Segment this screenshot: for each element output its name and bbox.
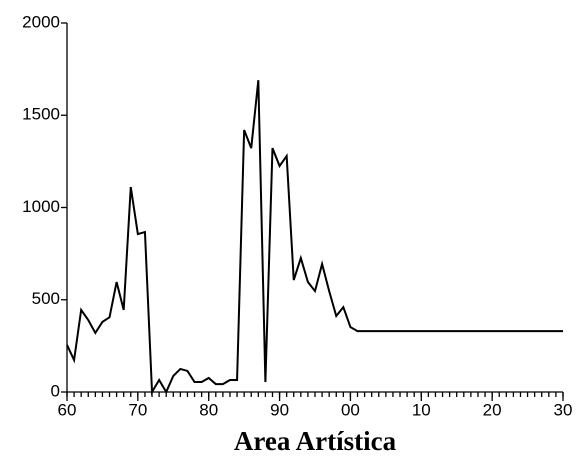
x-tick-label: 60 <box>58 400 77 419</box>
y-tick-label: 1500 <box>22 105 60 124</box>
x-tick-label: 90 <box>270 400 289 419</box>
x-tick-label: 10 <box>412 400 431 419</box>
y-tick-label: 500 <box>32 289 60 308</box>
y-tick-label: 2000 <box>22 12 60 31</box>
x-axis-label: Area Artística <box>234 426 397 456</box>
y-tick-label: 1000 <box>22 197 60 216</box>
x-tick-label: 30 <box>554 400 573 419</box>
x-tick-label: 80 <box>199 400 218 419</box>
x-tick-label: 20 <box>483 400 502 419</box>
x-tick-label: 70 <box>128 400 147 419</box>
x-tick-label: 00 <box>341 400 360 419</box>
data-line <box>66 80 563 396</box>
y-tick-label: 0 <box>51 381 60 400</box>
